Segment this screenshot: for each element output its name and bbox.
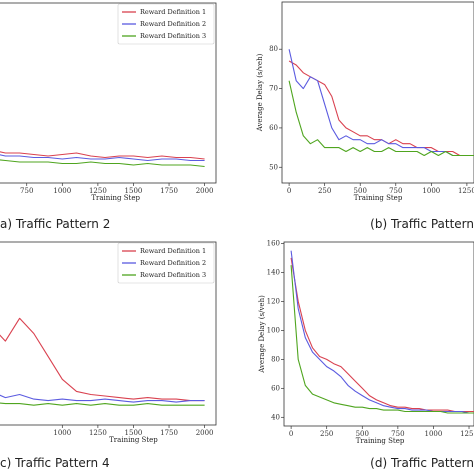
x-tick-label: 2000 [196, 429, 214, 437]
caption: (b) Traffic Pattern [370, 217, 474, 231]
x-tick-label: 1500 [125, 429, 143, 437]
series-line [0, 393, 205, 403]
series-line [290, 265, 474, 414]
series-line [288, 60, 474, 157]
x-tick-label: 750 [20, 187, 33, 195]
caption: a) Traffic Pattern 2 [0, 217, 110, 231]
x-tick-label: 750 [389, 187, 402, 195]
x-axis-label: Training Step [354, 194, 403, 202]
y-tick-label: 70 [269, 85, 278, 93]
x-tick-label: 2000 [196, 187, 214, 195]
x-tick-label: 1000 [53, 187, 71, 195]
y-tick-label: 80 [271, 355, 280, 363]
x-axis-label: Training Step [91, 194, 140, 202]
x-axis-label: Training Step [109, 436, 158, 444]
x-tick-label: 1250 [458, 187, 474, 195]
series-line [0, 151, 205, 160]
y-tick-label: 80 [269, 45, 278, 53]
legend-label: Reward Definition 1 [140, 8, 206, 16]
series-line [0, 159, 205, 168]
legend-label: Reward Definition 3 [140, 271, 206, 279]
legend-label: Reward Definition 1 [140, 247, 206, 255]
x-tick-label: 1000 [425, 430, 443, 438]
x-tick-label: 500 [356, 430, 369, 438]
legend-label: Reward Definition 3 [140, 32, 206, 40]
x-tick-label: 1250 [460, 430, 474, 438]
series-line [0, 317, 205, 402]
x-tick-label: 500 [354, 187, 367, 195]
x-tick-label: 250 [320, 430, 333, 438]
y-tick-label: 60 [271, 384, 280, 392]
x-tick-label: 1250 [89, 187, 107, 195]
x-tick-label: 0 [289, 430, 293, 438]
plot-frame [281, 1, 474, 184]
plot-area [0, 151, 205, 168]
legend-box [117, 242, 215, 284]
legend-label: Reward Definition 2 [140, 259, 206, 267]
series-line [290, 257, 474, 413]
legend-label: Reward Definition 2 [140, 20, 206, 28]
x-tick-label: 250 [318, 187, 331, 195]
caption: c) Traffic Pattern 4 [0, 456, 110, 470]
legend: Reward Definition 1 Reward Definition 2 Re… [117, 242, 215, 284]
y-axis-label: Average Delay (s/veh) [258, 295, 266, 374]
x-tick-label: 0 [287, 187, 291, 195]
y-tick-label: 60 [269, 124, 278, 132]
series-line [288, 49, 474, 157]
series-line [288, 80, 474, 157]
x-tick-label: 1000 [53, 429, 71, 437]
legend-box [117, 3, 215, 45]
plot-area [0, 317, 205, 406]
y-tick-label: 120 [267, 297, 280, 305]
y-tick-label: 140 [267, 268, 280, 276]
y-axis-label: Average Delay (s/veh) [256, 53, 264, 132]
x-tick-label: 1000 [422, 187, 440, 195]
y-tick-label: 100 [267, 326, 280, 334]
caption: (d) Traffic Pattern [370, 456, 474, 470]
series-line [0, 154, 205, 162]
plot-area [290, 250, 474, 414]
x-tick-label: 1500 [125, 187, 143, 195]
y-tick-label: 160 [267, 239, 280, 247]
x-tick-label: 1250 [89, 429, 107, 437]
plot-frame [283, 241, 474, 427]
x-tick-label: 1750 [160, 187, 178, 195]
plot-frame [0, 241, 217, 426]
legend: Reward Definition 1 Reward Definition 2 Re… [117, 3, 215, 45]
y-tick-label: 50 [269, 163, 278, 171]
x-tick-label: 1750 [160, 429, 178, 437]
x-axis-label: Training Step [356, 437, 405, 445]
series-line [0, 402, 205, 406]
series-line [290, 250, 474, 414]
plot-frame [0, 2, 217, 184]
x-tick-label: 750 [391, 430, 404, 438]
y-tick-label: 40 [271, 413, 280, 421]
plot-area [288, 49, 474, 157]
